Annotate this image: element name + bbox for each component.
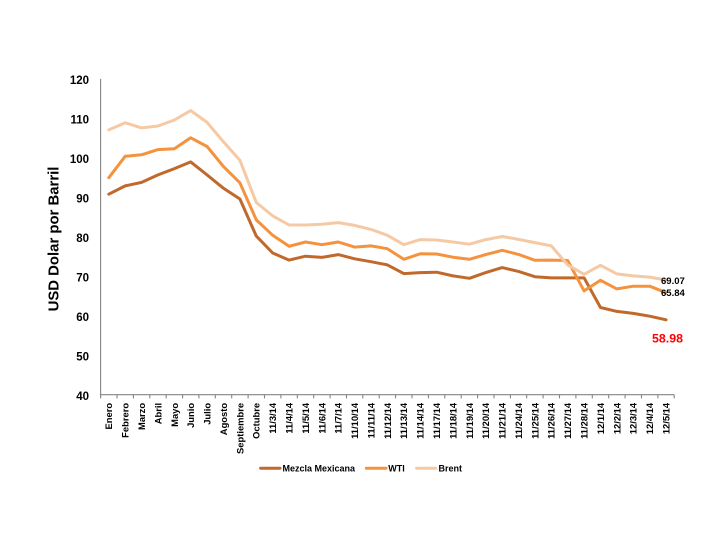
svg-text:120: 120 (70, 75, 89, 87)
svg-text:11/18/14: 11/18/14 (447, 402, 458, 439)
svg-text:11/10/14: 11/10/14 (349, 402, 360, 439)
svg-text:Julio: Julio (202, 403, 213, 425)
svg-text:11/5/14: 11/5/14 (300, 402, 311, 434)
svg-text:11/12/14: 11/12/14 (382, 402, 393, 439)
svg-text:Agosto: Agosto (218, 403, 229, 436)
svg-text:11/3/14: 11/3/14 (267, 402, 278, 434)
svg-text:11/20/14: 11/20/14 (480, 402, 491, 439)
svg-text:Brent: Brent (439, 464, 463, 474)
svg-text:11/6/14: 11/6/14 (316, 402, 327, 434)
svg-text:Mezcla Mexicana: Mezcla Mexicana (283, 464, 357, 474)
svg-text:69.07: 69.07 (661, 276, 685, 287)
svg-text:Junio: Junio (185, 403, 196, 428)
svg-text:110: 110 (70, 115, 89, 127)
svg-text:Mayo: Mayo (169, 403, 180, 427)
svg-text:11/28/14: 11/28/14 (579, 402, 590, 439)
svg-text:100: 100 (70, 154, 89, 166)
svg-text:Enero: Enero (103, 403, 114, 430)
svg-text:12/1/14: 12/1/14 (595, 402, 606, 434)
svg-text:12/3/14: 12/3/14 (628, 402, 639, 434)
svg-text:11/26/14: 11/26/14 (546, 402, 557, 439)
svg-text:80: 80 (76, 233, 89, 245)
svg-text:11/27/14: 11/27/14 (562, 402, 573, 439)
svg-text:USD Dolar por Barril: USD Dolar por Barril (47, 167, 63, 312)
svg-text:60: 60 (76, 312, 89, 324)
svg-text:11/17/14: 11/17/14 (431, 402, 442, 439)
svg-text:11/13/14: 11/13/14 (398, 402, 409, 439)
svg-text:40: 40 (76, 391, 89, 403)
svg-text:11/4/14: 11/4/14 (284, 402, 295, 434)
svg-text:58.98: 58.98 (652, 332, 683, 346)
svg-text:90: 90 (76, 194, 89, 206)
svg-text:Octubre: Octubre (251, 403, 262, 439)
svg-text:Abril: Abril (152, 403, 163, 424)
svg-text:12/2/14: 12/2/14 (611, 402, 622, 434)
svg-text:11/7/14: 11/7/14 (333, 402, 344, 434)
svg-text:Febrero: Febrero (120, 403, 131, 438)
svg-text:Septiembre: Septiembre (234, 403, 245, 454)
svg-text:70: 70 (76, 273, 89, 285)
svg-text:12/5/14: 12/5/14 (661, 402, 672, 434)
svg-text:65.84: 65.84 (661, 288, 685, 299)
svg-text:11/21/14: 11/21/14 (497, 402, 508, 439)
svg-text:11/24/14: 11/24/14 (513, 402, 524, 439)
svg-text:Marzo: Marzo (136, 403, 147, 430)
svg-text:12/4/14: 12/4/14 (644, 402, 655, 434)
svg-text:11/14/14: 11/14/14 (415, 402, 426, 439)
svg-text:WTI: WTI (388, 464, 405, 474)
svg-text:11/11/14: 11/11/14 (365, 402, 376, 438)
svg-text:11/25/14: 11/25/14 (529, 402, 540, 439)
svg-text:11/19/14: 11/19/14 (464, 402, 475, 439)
svg-text:50: 50 (76, 351, 89, 363)
